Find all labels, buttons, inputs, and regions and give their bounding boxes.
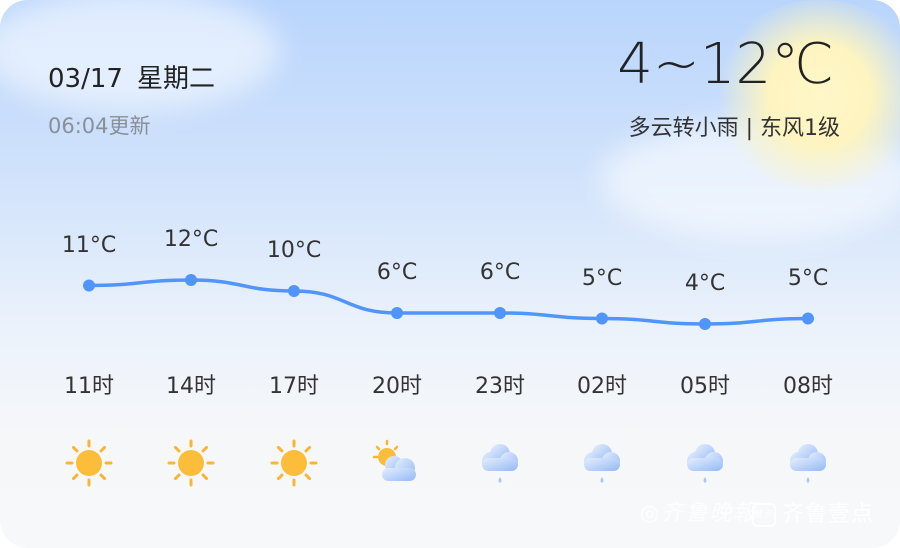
partly-cloudy-icon [372, 438, 422, 488]
temperature-point [596, 312, 608, 325]
watermark-logo: ◎齐鲁晚報 [640, 501, 758, 526]
temperature-label: 4°C [684, 271, 726, 296]
temperature-point [699, 318, 711, 330]
temperature-point [83, 279, 95, 292]
date: 03/17 星期二 [48, 64, 215, 94]
sun-glow-decoration [710, 0, 900, 190]
light-rain-icon [577, 438, 627, 488]
hour-label: 08时 [783, 374, 833, 399]
temperature-range: 4~12℃ [617, 32, 834, 97]
update-time: 06:04更新 [48, 114, 151, 138]
weather-description: 多云转小雨 | 东风1级 [628, 116, 840, 141]
temperature-label: 6°C [479, 260, 521, 285]
weekday: 星期二 [136, 64, 215, 94]
temperature-line [88, 278, 809, 326]
watermark-logo-2: 壹点 齐鲁壹点 [752, 502, 875, 527]
hour-label: 05时 [680, 374, 730, 399]
hour-label: 23时 [475, 374, 525, 399]
temperature-label: 11°C [61, 232, 117, 258]
hour-label: 20时 [372, 374, 422, 399]
hour-label: 02时 [577, 374, 627, 399]
temperature-label: 10°C [266, 238, 322, 263]
temperature-label: 5°C [787, 265, 829, 291]
temperature-label: 6°C [376, 260, 418, 285]
light-rain-icon [475, 438, 525, 488]
sunny-icon [64, 438, 114, 488]
hour-label: 11时 [64, 374, 114, 399]
sunny-icon [269, 438, 319, 488]
hour-label: 17时 [269, 374, 319, 399]
temperature-point [391, 307, 403, 319]
temperature-label: 5°C [581, 265, 623, 291]
cloud-decoration [0, 0, 280, 110]
temperature-point [494, 307, 506, 319]
temperature-point [185, 274, 197, 286]
light-rain-icon [783, 438, 833, 488]
hour-label: 14时 [166, 374, 216, 399]
temperature-label: 12°C [163, 227, 219, 252]
light-rain-icon [680, 438, 730, 488]
sunny-icon [166, 438, 216, 488]
temperature-point [288, 285, 300, 297]
temperature-point [802, 312, 814, 325]
